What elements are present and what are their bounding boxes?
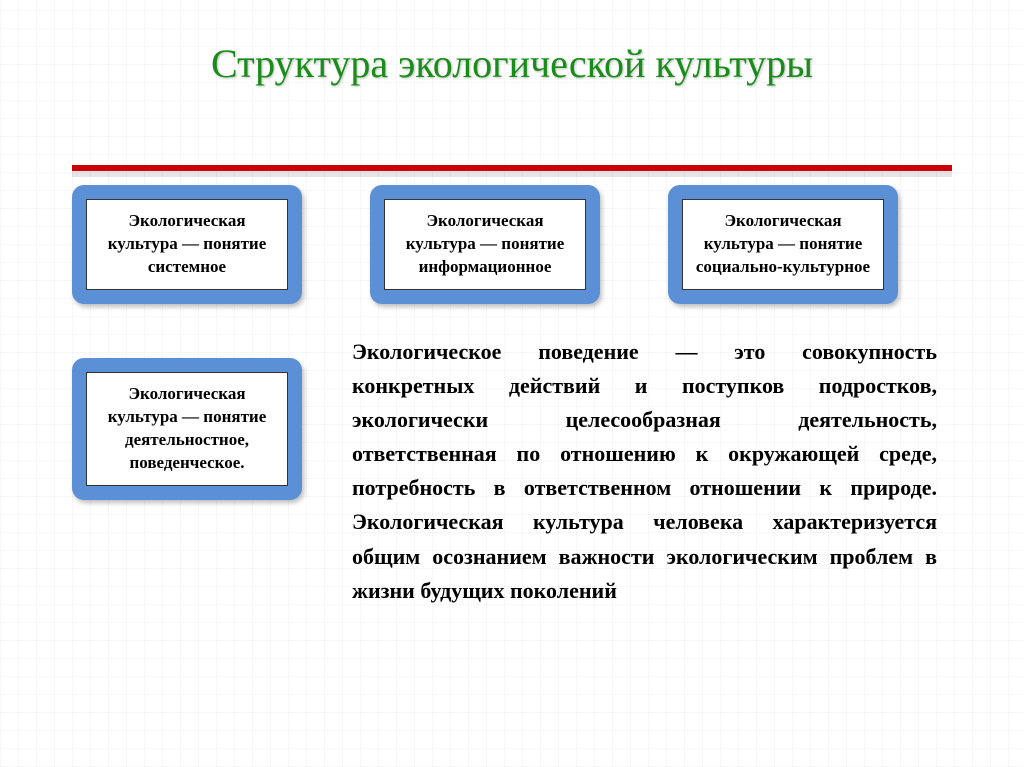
body-paragraph: Экологическое поведение — это совокупнос…	[352, 335, 937, 608]
page-title: Структура экологической культуры	[0, 0, 1024, 87]
box-systemic: Экологическая культура — понятие системн…	[72, 185, 302, 304]
box-informational: Экологическая культура — понятие информа…	[370, 185, 600, 304]
divider	[72, 165, 952, 177]
box-informational-label: Экологическая культура — понятие информа…	[384, 199, 586, 290]
box-behavioral-label: Экологическая культура — понятие деятель…	[86, 372, 288, 486]
box-behavioral: Экологическая культура — понятие деятель…	[72, 358, 302, 500]
box-sociocultural: Экологическая культура — понятие социаль…	[668, 185, 898, 304]
box-sociocultural-label: Экологическая культура — понятие социаль…	[682, 199, 884, 290]
divider-bar	[72, 165, 952, 171]
divider-shadow	[72, 171, 952, 177]
box-systemic-label: Экологическая культура — понятие системн…	[86, 199, 288, 290]
